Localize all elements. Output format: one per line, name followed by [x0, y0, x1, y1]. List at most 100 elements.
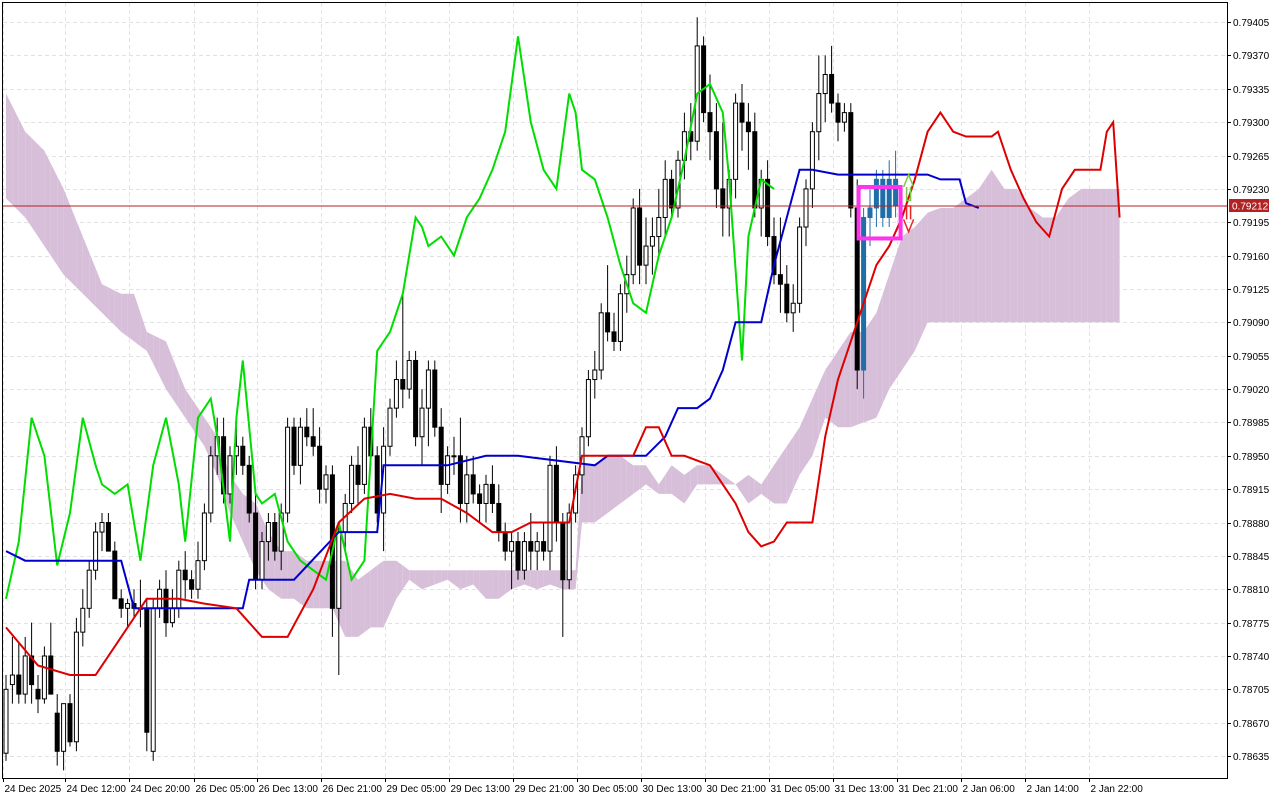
kumo-segment — [172, 357, 179, 409]
bear-candle — [54, 712, 60, 752]
bear-candle — [48, 655, 54, 695]
kumo-segment — [1017, 188, 1024, 323]
plot-frame — [2, 2, 1228, 779]
kumo-segment — [633, 465, 640, 494]
bull-candle — [93, 531, 99, 571]
bull-candle — [41, 655, 47, 700]
bear-candle — [745, 121, 751, 133]
kumo-segment — [710, 465, 717, 485]
tenkan-sen-line — [5, 110, 1121, 676]
bull-candle — [886, 178, 892, 218]
kumo-segment — [434, 570, 442, 585]
kumo-segment — [985, 169, 992, 323]
kumo-segment — [1010, 188, 1018, 323]
bear-candle — [118, 598, 124, 609]
overlay-markers — [3, 172, 1227, 241]
bull-candle — [585, 379, 591, 438]
bear-candle — [880, 178, 886, 218]
kumo-segment — [44, 150, 51, 256]
kumo-segment — [166, 341, 173, 399]
bull-candle — [649, 236, 655, 247]
up-arrow-icon — [902, 172, 915, 202]
kumo-segment — [57, 176, 64, 275]
kumo-segment — [902, 231, 909, 370]
kumo-segment — [722, 474, 730, 485]
kumo-segment — [473, 570, 480, 592]
y-tick-label: 0.78915 — [1233, 485, 1270, 496]
highlight-box — [856, 184, 903, 241]
kumo-segment — [742, 474, 749, 504]
kumo-segment — [530, 570, 538, 590]
bull-candle — [867, 207, 873, 218]
bear-candle — [701, 45, 707, 114]
bear-candle — [144, 607, 150, 733]
y-tick-label: 0.78950 — [1233, 452, 1270, 463]
x-tick-label: 26 Dec 21:00 — [323, 784, 383, 795]
bull-candle — [873, 178, 879, 209]
x-tick-label: 30 Dec 05:00 — [579, 784, 639, 795]
kumo-segment — [358, 575, 365, 637]
kumo-segment — [274, 541, 282, 599]
bear-candle — [253, 512, 259, 581]
bull-candle — [534, 541, 540, 552]
kumo-segment — [185, 389, 192, 428]
kumo-segment — [153, 335, 160, 377]
kumo-segment — [953, 203, 960, 323]
bull-candle — [822, 73, 828, 95]
kumo-segment — [492, 570, 499, 599]
time-axis[interactable]: 24 Dec 2025 24 Dec 12:00 24 Dec 20:00 26 De… — [3, 778, 1144, 795]
kumo-segment — [204, 417, 211, 461]
bull-candle — [617, 293, 623, 342]
kumo-segment — [479, 570, 486, 599]
kumo-segment — [178, 373, 186, 418]
bear-candle — [35, 688, 41, 700]
bear-candle — [413, 359, 419, 438]
kumo-segment — [236, 484, 243, 542]
bull-candle — [521, 541, 527, 571]
kumo-segment — [198, 408, 205, 447]
kumo-segment — [441, 570, 448, 583]
kumo-segment — [134, 293, 141, 347]
kumo-segment — [89, 252, 96, 307]
bear-candle — [553, 464, 559, 524]
kumo-segment — [6, 93, 13, 205]
kumo-segment — [978, 179, 986, 323]
y-tick-label: 0.78705 — [1233, 685, 1270, 696]
x-tick-label: 29 Dec 13:00 — [451, 784, 511, 795]
bull-candle — [278, 512, 284, 552]
kumo-segment — [422, 570, 429, 590]
kumo-segment — [1068, 193, 1075, 323]
kumo-segment — [550, 570, 557, 587]
kumo-segment — [895, 236, 902, 380]
y-tick-label: 0.79230 — [1233, 185, 1270, 196]
y-tick-label: 0.79090 — [1233, 318, 1270, 329]
kumo-segment — [518, 570, 525, 587]
bear-candle — [541, 541, 547, 552]
kumo-segment — [991, 169, 998, 323]
bear-candle — [246, 464, 252, 514]
kumo-segment — [466, 570, 474, 587]
price-axis[interactable]: 0.79405 0.79370 0.79335 0.79300 0.79265 0.792… — [1227, 18, 1270, 763]
x-tick-label: 2 Jan 22:00 — [1091, 784, 1144, 795]
kumo-segment — [748, 474, 755, 504]
bull-candle — [361, 426, 367, 485]
y-tick-label: 0.79335 — [1233, 85, 1270, 96]
kumo-segment — [870, 312, 877, 421]
bear-candle — [496, 502, 502, 533]
x-tick-label: 30 Dec 21:00 — [707, 784, 767, 795]
bull-candle — [201, 512, 207, 562]
kumo-segment — [921, 212, 928, 337]
chikou-span-line — [5, 36, 775, 600]
y-tick-label: 0.79300 — [1233, 118, 1270, 129]
bear-candle — [848, 112, 854, 209]
kumo-segment — [319, 560, 326, 609]
kumo-segment — [729, 479, 736, 485]
y-tick-label: 0.79160 — [1233, 252, 1270, 263]
x-tick-label: 24 Dec 12:00 — [67, 784, 127, 795]
bear-candle — [707, 112, 713, 133]
kumo-segment — [806, 398, 813, 466]
bull-candle — [3, 688, 9, 754]
bull-candle — [99, 522, 105, 533]
